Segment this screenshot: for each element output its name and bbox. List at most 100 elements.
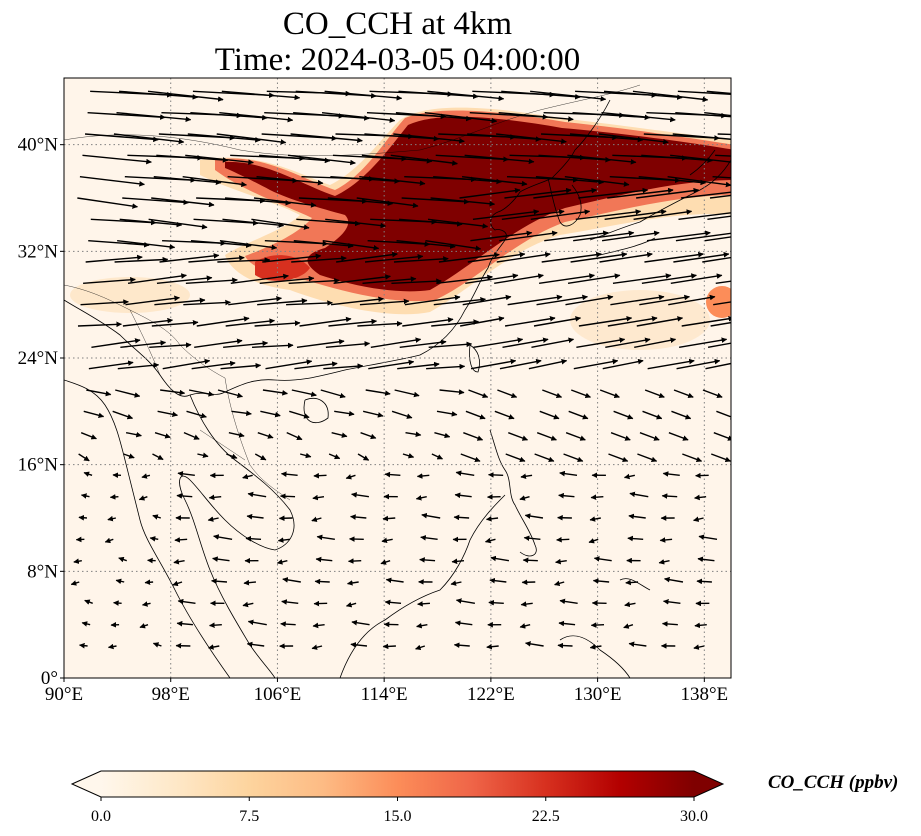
wind-vector [698,534,718,541]
wind-vector [247,491,267,498]
lon-tick-label: 138°E [680,684,728,705]
wind-vector [382,515,396,522]
wind-vector [424,111,498,124]
wind-vector [262,389,288,396]
wind-vector [86,389,112,397]
wind-vector [311,516,322,523]
wind-vector [682,453,703,463]
wind-vector [623,623,634,629]
wind-vector [247,619,267,626]
wind-vector [296,339,345,349]
lat-tick-label: 32°N [18,241,59,262]
wind-vector [346,580,359,586]
wind-vector [632,90,709,103]
wind-vector [628,513,646,520]
wind-vector [396,239,456,249]
wind-vector [290,133,363,144]
wind-vector [539,410,560,420]
wind-vector [590,494,604,500]
wind-vector [245,535,262,542]
wind-vector [499,230,558,242]
wind-vector [243,579,256,586]
wind-vector [463,432,484,441]
wind-vector [152,514,161,520]
lon-tick-label: 106°E [254,684,302,705]
wind-vector [647,358,695,370]
wind-vector [662,471,680,477]
wind-vector [567,154,637,165]
wind-vector [462,294,512,306]
wind-vector [190,239,252,249]
new-guinea-coastline [559,635,631,678]
wind-vector [149,536,159,542]
wind-vector [122,197,190,206]
wind-vector [159,253,220,263]
wind-vector [119,90,199,100]
wind-vector [185,154,254,165]
wind-vector [153,175,222,185]
wind-vector [125,431,142,438]
wind-vector [531,337,575,349]
wind-vector [294,361,338,370]
wind-vector [430,197,496,207]
wind-vector [693,644,705,650]
wind-vector [534,453,555,463]
wind-vector [431,453,443,460]
wind-vector [564,175,630,187]
wind-vector [125,295,180,306]
wind-vector [221,90,301,101]
wind-vector [404,294,461,306]
wind-vector [83,277,136,285]
wind-vector [578,187,649,199]
wind-vector [391,410,413,419]
wind-vector [188,255,245,263]
lon-tick-label: 114°E [361,684,408,705]
wind-vector [716,410,731,420]
wind-vector [220,362,262,370]
wind-vector [380,559,391,565]
wind-vector [219,111,294,123]
wind-vector [499,358,542,370]
colorbar: 0.0 7.5 15.0 22.5 30.0 CO_CCH (ppbv) [70,770,898,825]
wind-vector [528,358,568,370]
wind-vector [673,389,694,399]
wind-vector [327,197,394,207]
wind-vector [299,316,352,327]
wind-vector [639,294,690,306]
wind-vector [191,360,236,370]
wind-vector [612,273,672,285]
wind-vector [122,317,174,327]
wind-vector [359,175,426,186]
wind-vector [328,318,378,327]
wind-vector [151,319,199,327]
wind-vector [702,256,731,263]
wind-vector [419,557,436,563]
wind-vector [350,642,368,648]
wind-vector [670,154,731,163]
wind-vector [357,453,370,461]
wind-vector [460,453,481,463]
borneo-coastline [339,494,506,678]
wind-vector [116,111,192,122]
wind-vector [473,337,524,349]
wind-vector [286,432,303,441]
wind-vector [523,535,541,541]
wind-vector [542,389,563,399]
wind-vector [455,598,475,605]
wind-vector [416,622,428,629]
wind-vector [115,389,141,398]
wind-vector [530,90,607,102]
wind-vector [713,432,731,441]
wind-vector [152,453,164,461]
wind-vector [502,337,549,349]
wind-vector [226,453,238,459]
wind-vector [311,644,323,650]
wind-vector [658,559,670,565]
wind-vector [644,251,704,263]
wind-vector [576,337,626,349]
wind-vector [453,642,470,649]
wind-vector [496,251,551,263]
wind-vector [573,358,619,370]
wind-vector [83,471,93,477]
wind-vector [535,175,605,185]
